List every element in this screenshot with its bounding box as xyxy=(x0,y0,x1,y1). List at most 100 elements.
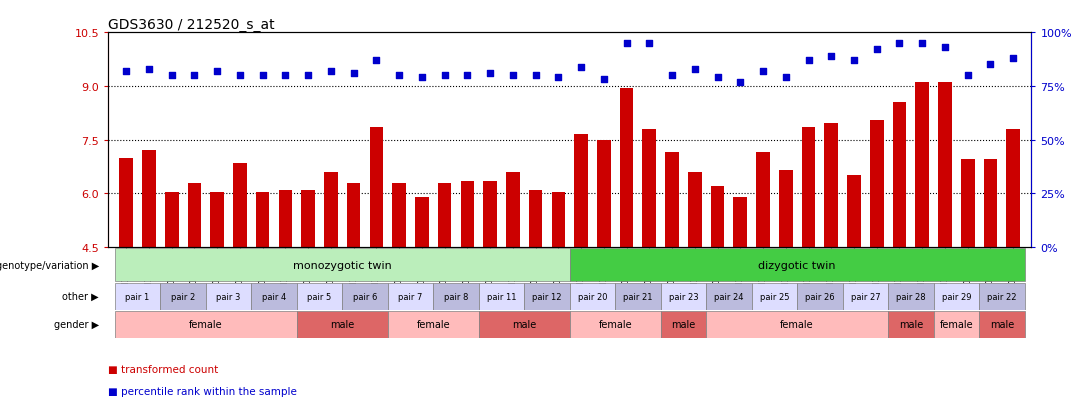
Bar xyxy=(706,283,752,310)
Bar xyxy=(847,176,861,247)
Bar xyxy=(415,197,429,247)
Text: ■ transformed count: ■ transformed count xyxy=(108,364,218,374)
Text: pair 26: pair 26 xyxy=(805,292,835,301)
Point xyxy=(686,66,703,73)
Text: pair 1: pair 1 xyxy=(125,292,150,301)
Bar xyxy=(388,311,478,338)
Point xyxy=(640,40,658,47)
Bar xyxy=(552,192,565,247)
Point xyxy=(982,62,999,69)
Bar xyxy=(297,283,342,310)
Bar xyxy=(797,283,842,310)
Point xyxy=(731,79,748,85)
Bar xyxy=(347,183,361,247)
Point xyxy=(482,71,499,77)
Text: pair 27: pair 27 xyxy=(851,292,880,301)
Text: ■ percentile rank within the sample: ■ percentile rank within the sample xyxy=(108,387,297,396)
Point xyxy=(572,64,590,71)
Text: pair 3: pair 3 xyxy=(216,292,241,301)
Bar xyxy=(570,248,1025,282)
Point xyxy=(118,68,135,75)
Text: male: male xyxy=(672,320,696,330)
Text: other ▶: other ▶ xyxy=(63,292,99,301)
Bar xyxy=(688,173,702,247)
Bar xyxy=(661,311,706,338)
Text: pair 25: pair 25 xyxy=(759,292,789,301)
Bar xyxy=(120,158,133,247)
Point xyxy=(186,73,203,79)
Bar xyxy=(114,248,570,282)
Text: pair 6: pair 6 xyxy=(353,292,377,301)
Bar xyxy=(529,190,542,247)
Bar xyxy=(779,171,793,247)
Bar xyxy=(980,283,1025,310)
Text: female: female xyxy=(598,320,632,330)
Point xyxy=(755,68,772,75)
Bar xyxy=(665,153,679,247)
Text: pair 5: pair 5 xyxy=(308,292,332,301)
Bar xyxy=(507,173,519,247)
Bar xyxy=(1007,130,1020,247)
Text: female: female xyxy=(189,320,222,330)
Point xyxy=(846,58,863,64)
Bar xyxy=(939,83,951,247)
Text: male: male xyxy=(330,320,354,330)
Point xyxy=(618,40,635,47)
Text: pair 2: pair 2 xyxy=(171,292,195,301)
Text: pair 4: pair 4 xyxy=(262,292,286,301)
Point xyxy=(823,53,840,60)
Bar xyxy=(483,181,497,247)
Bar xyxy=(324,173,338,247)
Text: pair 24: pair 24 xyxy=(714,292,744,301)
Bar xyxy=(893,103,906,247)
Text: pair 7: pair 7 xyxy=(399,292,422,301)
Bar xyxy=(301,190,315,247)
Bar xyxy=(256,192,270,247)
Bar xyxy=(160,283,206,310)
Point xyxy=(936,45,954,51)
Bar xyxy=(478,283,524,310)
Bar xyxy=(616,283,661,310)
Bar xyxy=(478,311,570,338)
Point xyxy=(322,68,339,75)
Bar xyxy=(388,283,433,310)
Point xyxy=(778,75,795,81)
Bar xyxy=(114,311,297,338)
Bar xyxy=(869,121,883,247)
Bar xyxy=(188,183,201,247)
Point xyxy=(891,40,908,47)
Text: female: female xyxy=(417,320,450,330)
Bar xyxy=(916,83,929,247)
Bar xyxy=(165,192,178,247)
Point xyxy=(391,73,408,79)
Bar xyxy=(575,135,588,247)
Bar xyxy=(143,151,156,247)
Bar xyxy=(342,283,388,310)
Text: GDS3630 / 212520_s_at: GDS3630 / 212520_s_at xyxy=(108,18,274,32)
Bar xyxy=(824,124,838,247)
Bar xyxy=(570,311,661,338)
Point xyxy=(459,73,476,79)
Text: female: female xyxy=(940,320,973,330)
Bar xyxy=(661,283,706,310)
Bar xyxy=(392,183,406,247)
Point xyxy=(914,40,931,47)
Bar xyxy=(933,283,980,310)
Point xyxy=(595,77,612,83)
Bar xyxy=(752,283,797,310)
Bar xyxy=(297,311,388,338)
Text: pair 20: pair 20 xyxy=(578,292,607,301)
Bar xyxy=(597,140,610,247)
Bar xyxy=(279,190,293,247)
Text: pair 11: pair 11 xyxy=(487,292,516,301)
Point xyxy=(208,68,226,75)
Text: female: female xyxy=(781,320,814,330)
Bar xyxy=(114,283,160,310)
Bar xyxy=(711,187,725,247)
Point xyxy=(414,75,431,81)
Bar xyxy=(733,197,747,247)
Text: pair 12: pair 12 xyxy=(532,292,562,301)
Bar xyxy=(961,160,974,247)
Bar xyxy=(933,311,980,338)
Point xyxy=(276,73,294,79)
